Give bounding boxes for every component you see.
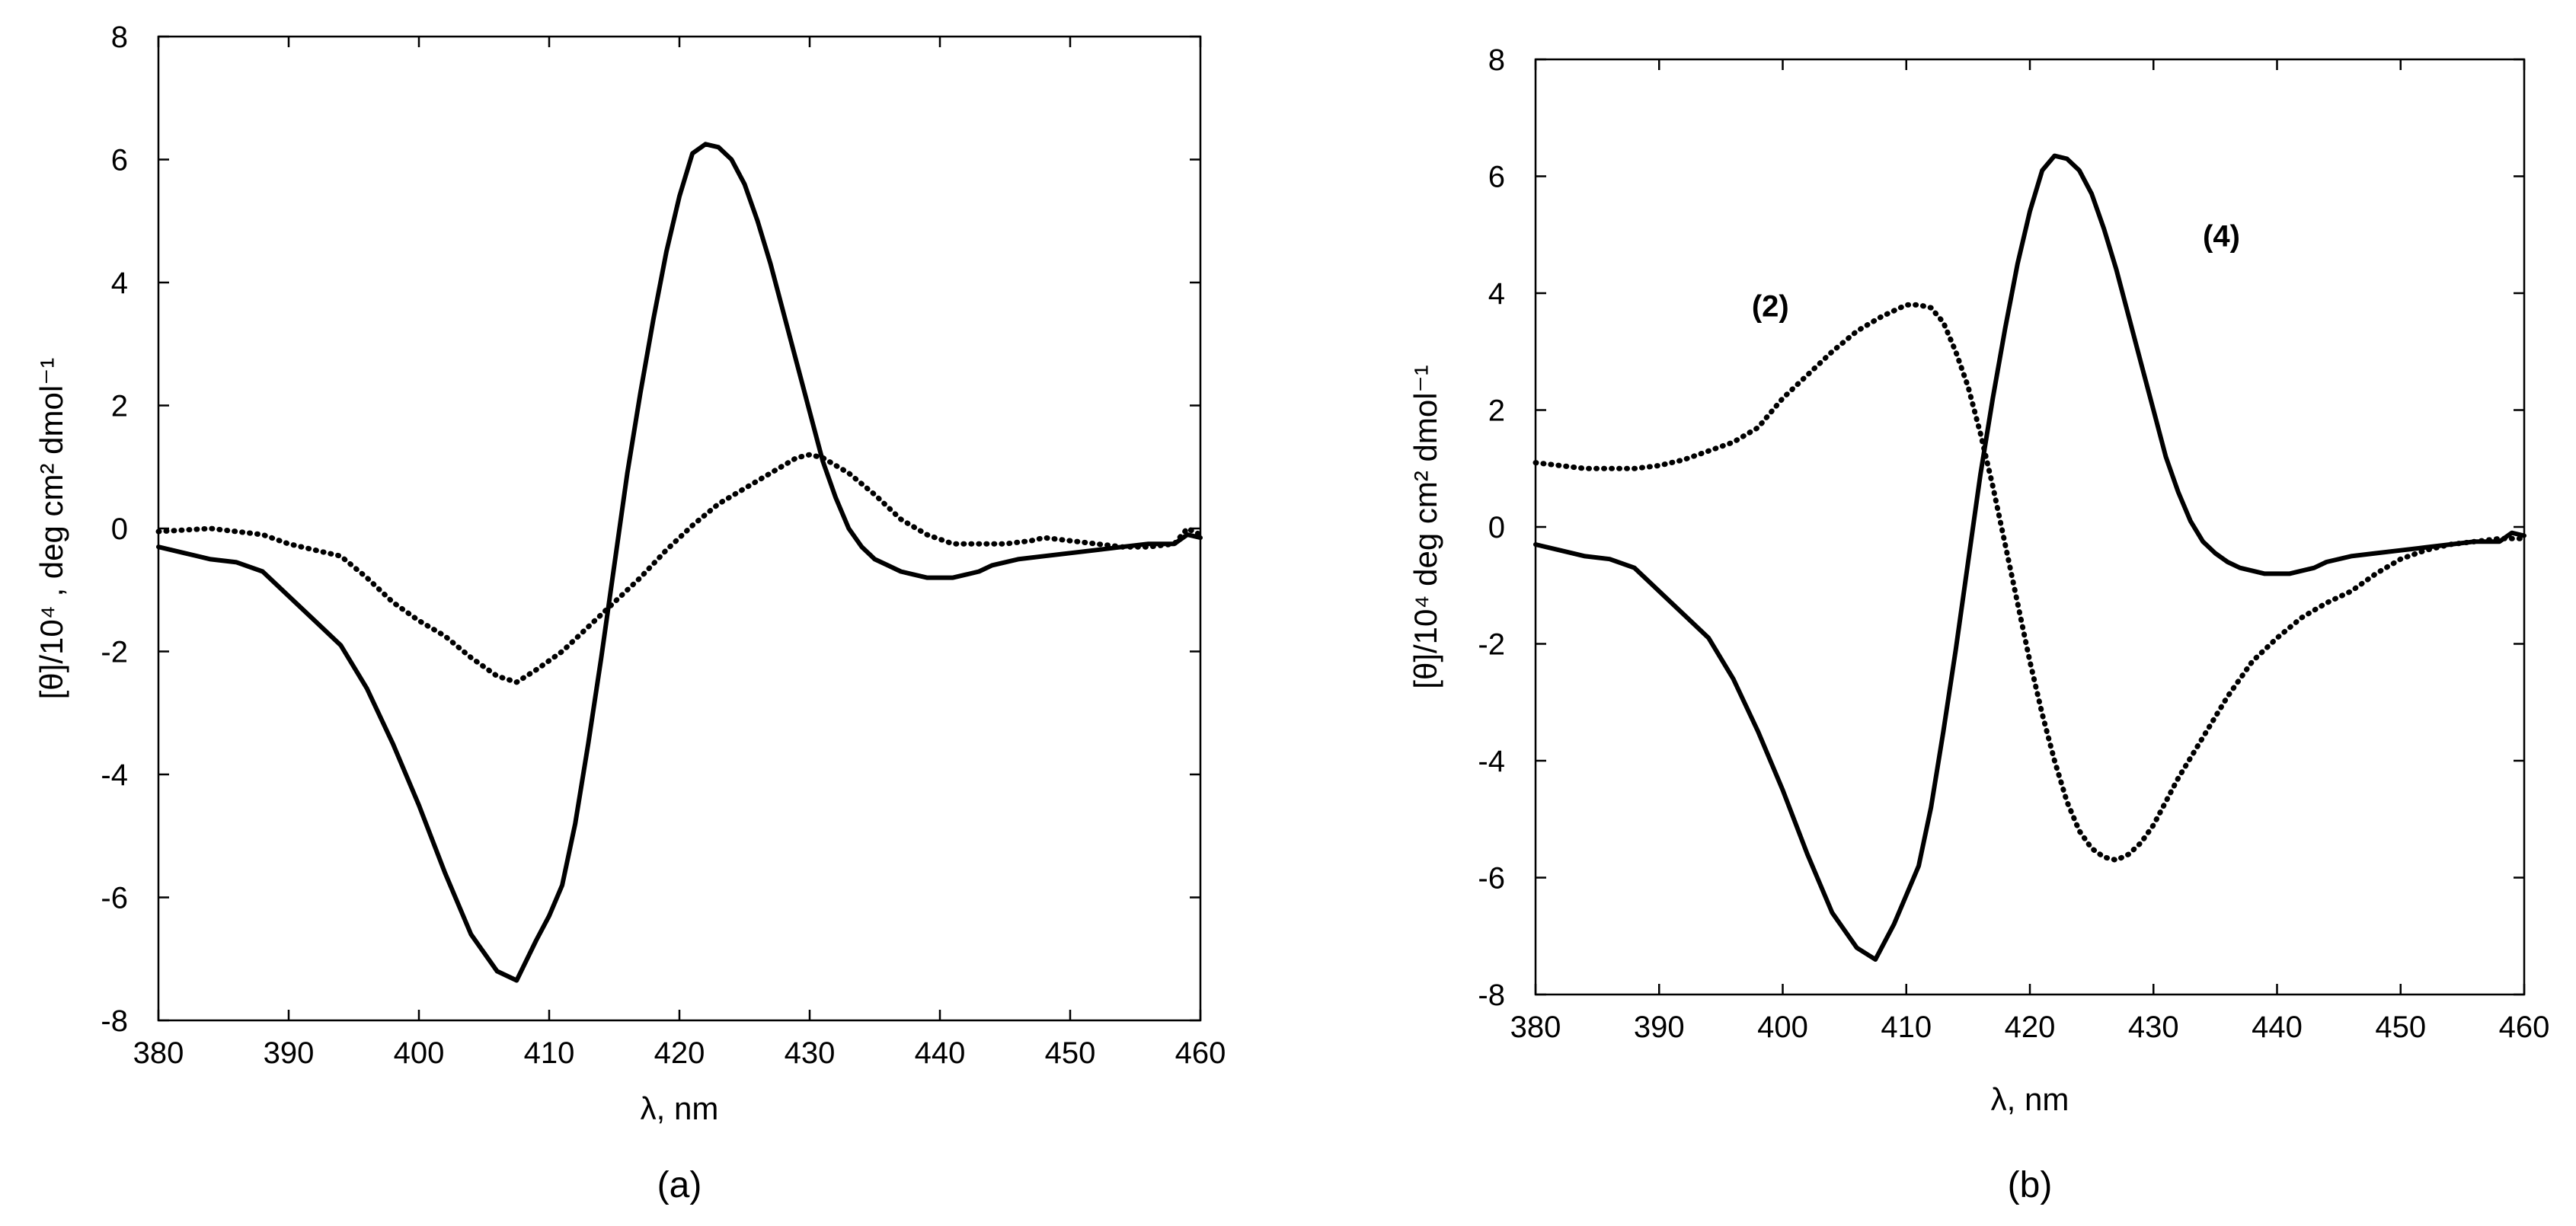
chart-a-y-tick-label: -8 [101,1004,128,1038]
chart-b-series-group [1532,153,2527,962]
chart-b-annotations: (2) (4) [1752,220,2240,324]
chart-a-y-tick-label: 0 [111,512,128,546]
chart-b-y-tick-label: -6 [1478,862,1505,896]
chart-a-y-tick-label: -4 [101,758,128,792]
chart-a-y-tick-label: 2 [111,390,128,423]
chart-b-y-tick-label: 6 [1488,161,1505,194]
chart-a-x-axis-label: λ, nm [641,1090,719,1126]
chart-b-x-tick-label: 420 [2005,1010,2056,1044]
chart-a-y-axis: -8 -6 -4 -2 0 2 4 6 8 [101,21,1200,1038]
chart-a-y-tick-label: 8 [111,21,128,54]
chart-b-x-tick-label: 380 [1510,1010,1561,1044]
chart-b-x-tick-label: 450 [2375,1010,2426,1044]
chart-b-y-axis-label: [θ]/10⁴ deg cm² dmol⁻¹ [1408,365,1443,688]
chart-a-y-tick-label: 6 [111,144,128,177]
chart-b-annotation-label: (2) [1752,290,1789,324]
chart-a-series-group [155,142,1203,983]
chart-a-y-tick-label: -2 [101,636,128,669]
chart-b-y-tick-label: 0 [1488,511,1505,544]
chart-b-series-solid-line [1533,153,2526,962]
chart-panel-b: 380 390 400 410 420 430 440 450 460 -8 -6 -4 -2 0 2 4 6… [1408,43,2549,1205]
chart-a-x-tick-label: 410 [524,1036,575,1070]
chart-a-x-tick-label: 460 [1175,1036,1226,1070]
chart-a-x-tick-label: 380 [133,1036,184,1070]
chart-a-y-tick-label: -6 [101,882,128,915]
chart-b-y-tick-label: -2 [1478,628,1505,662]
chart-b-x-tick-label: 430 [2128,1010,2179,1044]
chart-b-series-dotted-line [1532,302,2527,863]
chart-panel-a: 380 390 400 410 420 430 440 450 460 -8 -6 -4 -2 0 2 4 6… [34,21,1226,1205]
chart-a-caption: (a) [657,1165,702,1205]
chart-a-x-tick-label: 390 [264,1036,315,1070]
chart-b-annotation-label: (4) [2203,220,2240,254]
chart-b-y-tick-label: -8 [1478,979,1505,1012]
chart-a-series-dotted-line [155,452,1203,685]
chart-b-y-tick-label: 2 [1488,394,1505,428]
chart-a-x-tick-label: 400 [394,1036,445,1070]
chart-b-caption: (b) [2008,1165,2053,1205]
chart-a-y-axis-label: [θ]/10⁴ , deg cm² dmol⁻¹ [34,358,69,700]
chart-a-x-tick-label: 440 [915,1036,966,1070]
chart-b-x-tick-label: 410 [1881,1010,1932,1044]
chart-a-plot-frame [157,35,1202,1022]
chart-b-y-tick-label: 8 [1488,43,1505,77]
chart-b-y-tick-label: -4 [1478,745,1505,778]
chart-b-x-axis-label: λ, nm [1991,1081,2069,1117]
chart-b-x-tick-label: 390 [1634,1010,1685,1044]
chart-b-y-axis: -8 -6 -4 -2 0 2 4 6 8 [1478,43,2524,1012]
chart-b-x-tick-label: 460 [2499,1010,2550,1044]
chart-a-x-tick-label: 420 [654,1036,705,1070]
chart-b-x-tick-label: 400 [1757,1010,1808,1044]
chart-a-x-tick-label: 430 [785,1036,836,1070]
chart-a-x-axis: 380 390 400 410 420 430 440 450 460 [133,37,1226,1070]
chart-b-plot-frame [1534,58,2526,996]
chart-b-x-tick-label: 440 [2252,1010,2303,1044]
chart-a-y-tick-label: 4 [111,267,128,300]
chart-b-y-tick-label: 4 [1488,277,1505,311]
chart-a-x-tick-label: 450 [1045,1036,1096,1070]
chart-b-x-axis: 380 390 400 410 420 430 440 450 460 [1510,59,2550,1044]
chart-a-series-solid-line [156,142,1203,983]
